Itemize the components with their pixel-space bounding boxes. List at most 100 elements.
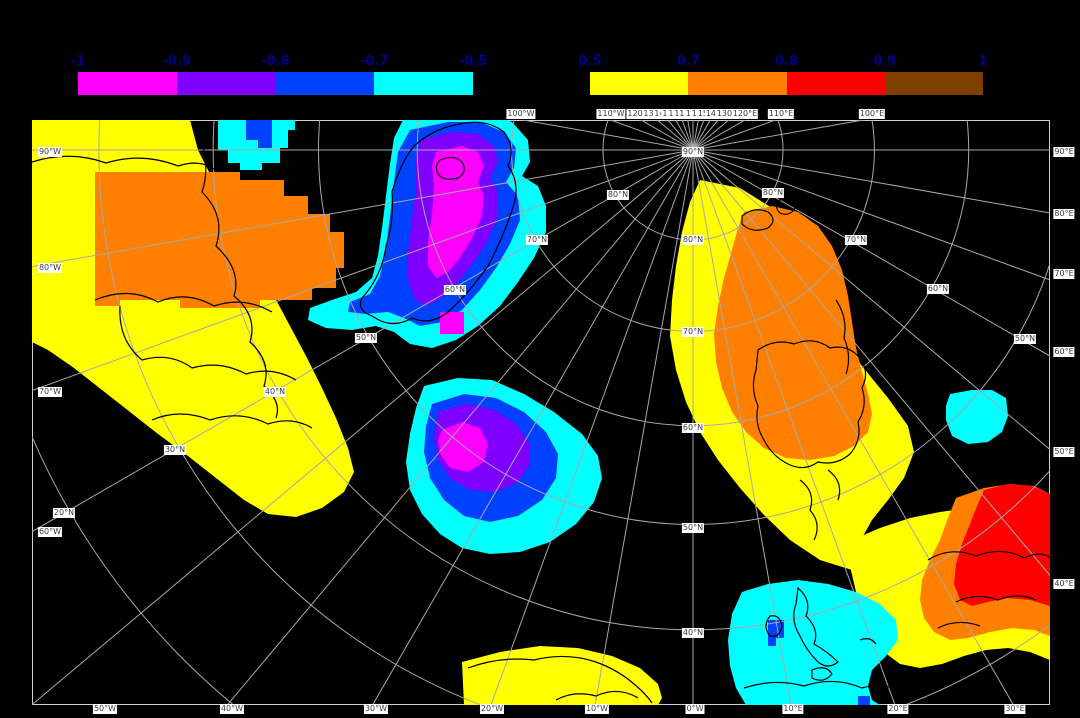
lon-label-bottom: 50°W	[92, 704, 118, 714]
neg-swatch-1	[176, 72, 276, 95]
lon-label-pole-cluster: 130°E	[715, 109, 743, 119]
lat-label: 30°N	[163, 445, 187, 455]
lat-label: 80°N	[761, 188, 785, 198]
correlation-regions	[32, 120, 1050, 705]
meridian	[692, 120, 777, 151]
meridian	[692, 120, 867, 151]
lon-label-right: 90°E	[1053, 147, 1075, 157]
lon-label-bottom: 0°W	[685, 704, 705, 714]
lat-label: 60°N	[443, 285, 467, 295]
lon-label-right: 60°E	[1053, 347, 1075, 357]
lat-label: 50°N	[681, 523, 705, 533]
pos-swatch-1	[688, 72, 787, 95]
region-west-orange	[95, 172, 344, 308]
meridian	[226, 149, 694, 705]
neg-swatch-0	[78, 72, 177, 95]
lon-label-top: 110°E	[767, 109, 795, 119]
meridian	[692, 120, 705, 151]
meridian	[490, 149, 694, 705]
neg-tick: -0.9	[162, 54, 191, 69]
region-sardinia-blue	[768, 620, 784, 646]
lat-label: 40°N	[681, 628, 705, 638]
region-caspian-cyan-spot	[946, 390, 1008, 444]
meridian	[692, 120, 730, 151]
map-content	[32, 120, 1050, 705]
pos-tick: 0.9	[873, 54, 897, 69]
meridian	[692, 149, 1050, 214]
neg-swatch-2	[275, 72, 375, 95]
coast-svalbard-coast	[741, 198, 796, 231]
coast-blacksea-coast	[927, 550, 1050, 629]
lon-label-top: 110°W	[596, 109, 626, 119]
coast-iberia-coast	[467, 655, 653, 704]
meridian	[371, 149, 694, 705]
lat-label: 50°N	[354, 333, 378, 343]
positive-colorbar: 0.5 0.7 0.8 0.9 1	[578, 54, 988, 95]
lon-label-right: 70°E	[1053, 269, 1075, 279]
meridian	[32, 149, 694, 392]
coast-uk-coast	[639, 547, 665, 601]
lat-label: 60°N	[681, 423, 705, 433]
region-mediterranean-cyan	[728, 580, 898, 705]
meridian	[692, 149, 1050, 577]
neg-tick: -0.8	[261, 54, 290, 69]
pos-tick: 0.5	[578, 54, 602, 69]
lon-label-bottom: 10°W	[584, 704, 610, 714]
lon-label-top: 100°E	[858, 109, 886, 119]
meridian	[692, 149, 1050, 451]
lat-label: 80°N	[681, 235, 705, 245]
pos-tick: 0.8	[774, 54, 799, 69]
lon-label-left: 90°W	[37, 147, 63, 157]
meridian	[32, 149, 694, 533]
region-med-blue-dot	[858, 696, 870, 705]
lat-label: 80°N	[606, 190, 630, 200]
neg-tick: -1	[70, 54, 86, 69]
pos-tick: 0.7	[676, 54, 700, 69]
meridian	[692, 149, 792, 705]
neg-tick: -0.7	[360, 54, 389, 69]
meridian	[692, 120, 711, 151]
lon-label-bottom: 10°E	[782, 704, 804, 714]
polar-map	[32, 120, 1050, 705]
meridian	[692, 120, 699, 151]
lat-label: 50°N	[1013, 334, 1037, 344]
pos-swatch-2	[786, 72, 885, 95]
region-greenland-magenta-south	[440, 312, 464, 334]
neg-swatch-3	[374, 72, 473, 95]
meridian	[692, 149, 1050, 281]
neg-tick: -0.5	[458, 54, 488, 69]
meridian	[692, 149, 1050, 357]
meridian	[692, 149, 896, 705]
lat-label: 20°N	[52, 508, 76, 518]
lon-label-left: 70°W	[37, 387, 63, 397]
lon-label-pole-cluster: 120°W	[626, 109, 656, 119]
parallel-30N	[98, 120, 1050, 705]
region-barents-orange	[714, 206, 872, 460]
lon-label-bottom: 30°E	[1004, 704, 1026, 714]
lon-label-right: 80°E	[1053, 209, 1075, 219]
lat-label: 70°N	[681, 327, 705, 337]
lon-label-bottom: 20°E	[887, 704, 909, 714]
region-polar-cyan	[218, 120, 295, 170]
region-anatolia-red	[954, 484, 1050, 606]
lon-label-bottom: 20°W	[479, 704, 505, 714]
coast-italy-med-coast	[743, 586, 897, 691]
region-greenland-magenta	[428, 146, 484, 278]
lon-label-pole-cluster: 120°E	[731, 109, 759, 119]
coast-greenland-coast	[359, 121, 517, 325]
lon-label-top: 100°W	[506, 109, 536, 119]
coast-scandinavia-coast	[752, 299, 867, 541]
coast-canada-coast	[32, 127, 313, 429]
lat-label: 60°N	[926, 284, 950, 294]
pos-swatch-3	[884, 72, 983, 95]
lat-label: 70°N	[525, 235, 549, 245]
meridian	[32, 149, 694, 705]
lat-label: 70°N	[844, 235, 868, 245]
region-polar-blue	[246, 120, 272, 148]
coastlines	[32, 121, 1050, 704]
meridian	[692, 120, 719, 151]
meridian	[692, 120, 746, 151]
lon-label-right: 50°E	[1053, 447, 1075, 457]
pos-swatch-0	[590, 72, 689, 95]
